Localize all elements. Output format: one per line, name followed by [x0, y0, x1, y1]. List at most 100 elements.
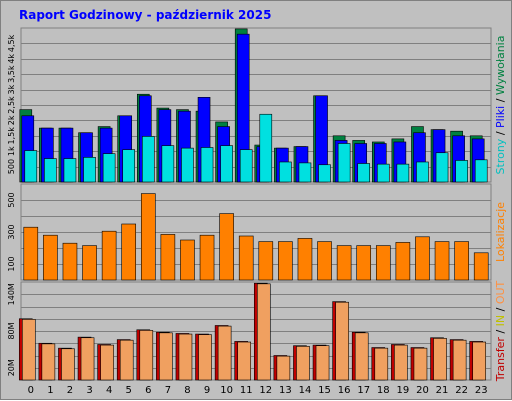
- bar-visits-lokalizacje-4: [101, 230, 117, 281]
- bar-visits-lokalizacje-12: [258, 241, 274, 281]
- bar-visits-lokalizacje-7: [160, 234, 176, 281]
- panel-hits-label: Strony / Pliki / Wywołania: [494, 36, 507, 175]
- panel-hits-y-tick: 2k: [7, 115, 16, 125]
- bar-visits-lokalizacje-3: [82, 245, 97, 281]
- bar-transfer-out-16: [335, 301, 349, 381]
- panel-transfer-y-tick: 80M: [7, 322, 16, 339]
- bar-hits-strony-23: [474, 159, 488, 183]
- panel-hits-y-tick: 4k: [7, 54, 16, 64]
- bar-visits-lokalizacje-5: [121, 223, 137, 281]
- x-tick-23: 23: [475, 385, 488, 396]
- bar-hits-strony-9: [200, 147, 214, 183]
- bar-hits-strony-21: [435, 152, 449, 183]
- bar-transfer-out-13: [276, 355, 291, 381]
- bar-visits-lokalizacje-8: [180, 239, 195, 281]
- bar-transfer-out-8: [178, 333, 193, 381]
- bar-transfer-out-23: [472, 341, 487, 381]
- panel-hits-y-tick: 1,5k: [7, 127, 16, 145]
- panel-label-part: Lokalizacje: [494, 202, 507, 262]
- bar-transfer-out-5: [119, 339, 134, 381]
- bar-visits-lokalizacje-11: [238, 235, 254, 281]
- bar-hits-strony-1: [44, 158, 57, 183]
- bar-transfer-out-0: [21, 319, 36, 381]
- bar-hits-strony-5: [122, 149, 136, 183]
- bar-visits-lokalizacje-15: [317, 241, 332, 281]
- bar-visits-lokalizacje-17: [356, 245, 372, 281]
- panel-transfer-label: Transfer / IN / OUT: [494, 280, 507, 382]
- panel-label-part: Strony: [494, 138, 507, 174]
- bar-visits-lokalizacje-0: [23, 226, 39, 281]
- bar-transfer-out-6: [139, 330, 154, 381]
- bar-visits-lokalizacje-21: [434, 241, 450, 281]
- x-tick-11: 11: [240, 385, 253, 396]
- bar-hits-strony-2: [63, 158, 77, 183]
- panel-label-part: OUT: [494, 280, 507, 304]
- x-tick-3: 3: [86, 385, 92, 396]
- x-tick-1: 1: [47, 385, 53, 396]
- panel-label-part: Wywołania: [494, 36, 507, 96]
- bar-visits-lokalizacje-22: [454, 241, 469, 281]
- panel-visits-y-tick: 300: [7, 224, 16, 239]
- bar-hits-strony-16: [337, 143, 351, 183]
- panel-label-part: /: [494, 326, 507, 337]
- bar-hits-strony-0: [24, 150, 38, 183]
- x-tick-17: 17: [357, 385, 370, 396]
- bar-hits-strony-4: [102, 153, 116, 183]
- bar-transfer-out-22: [452, 339, 467, 381]
- bar-visits-lokalizacje-18: [375, 245, 391, 281]
- bar-hits-strony-10: [220, 145, 233, 183]
- bar-visits-lokalizacje-13: [278, 241, 293, 281]
- bar-hits-strony-22: [455, 160, 468, 183]
- x-tick-2: 2: [67, 385, 73, 396]
- bar-transfer-out-4: [100, 344, 114, 381]
- bar-hits-strony-13: [279, 161, 292, 183]
- x-tick-4: 4: [106, 385, 112, 396]
- panel-label-part: IN: [494, 315, 507, 326]
- bar-transfer-out-14: [296, 346, 310, 381]
- bar-visits-lokalizacje-10: [219, 213, 234, 281]
- bar-hits-strony-17: [357, 163, 371, 183]
- bar-transfer-out-3: [80, 337, 95, 381]
- chart-title: Raport Godzinowy - październik 2025: [19, 8, 271, 22]
- bar-transfer-out-1: [41, 343, 56, 381]
- bar-visits-lokalizacje-16: [336, 245, 352, 281]
- bar-transfer-out-15: [315, 345, 330, 381]
- bar-hits-strony-6: [141, 136, 155, 183]
- panel-visits-y-tick: 500: [7, 192, 16, 207]
- bar-visits-lokalizacje-2: [62, 242, 78, 281]
- x-tick-7: 7: [165, 385, 171, 396]
- panel-hits-y-tick: 2,5k: [7, 96, 16, 114]
- bar-visits-lokalizacje-19: [395, 242, 411, 281]
- x-tick-16: 16: [338, 385, 351, 396]
- panel-hits-y-tick: 1k: [7, 146, 16, 156]
- panel-hits-y-tick: 3k: [7, 84, 16, 94]
- x-tick-0: 0: [28, 385, 34, 396]
- bar-hits-strony-11: [239, 149, 253, 183]
- x-tick-13: 13: [279, 385, 292, 396]
- bar-transfer-out-19: [394, 344, 408, 381]
- panel-label-part: /: [494, 128, 507, 139]
- bar-visits-lokalizacje-14: [297, 238, 313, 281]
- bar-transfer-out-12: [256, 283, 271, 381]
- bar-transfer-out-18: [374, 347, 389, 381]
- x-tick-21: 21: [436, 385, 449, 396]
- x-tick-20: 20: [416, 385, 429, 396]
- panel-transfer-y-tick: 20M: [7, 359, 16, 376]
- panel-visits-y-tick: 100: [7, 256, 16, 271]
- bar-transfer-out-21: [433, 338, 447, 381]
- bar-hits-strony-15: [318, 164, 331, 183]
- bar-visits-lokalizacje-9: [199, 234, 215, 281]
- bar-transfer-out-7: [159, 332, 173, 381]
- bar-hits-strony-7: [161, 145, 175, 183]
- x-tick-8: 8: [184, 385, 190, 396]
- panel-label-part: /: [494, 304, 507, 315]
- bar-visits-lokalizacje-23: [473, 252, 489, 281]
- x-tick-9: 9: [204, 385, 210, 396]
- bar-hits-strony-19: [396, 163, 410, 183]
- bar-hits-strony-3: [83, 157, 96, 183]
- bar-transfer-out-2: [61, 348, 75, 381]
- bar-transfer-out-20: [413, 347, 428, 381]
- x-tick-14: 14: [299, 385, 312, 396]
- panel-transfer-y-tick: 140M: [7, 283, 16, 305]
